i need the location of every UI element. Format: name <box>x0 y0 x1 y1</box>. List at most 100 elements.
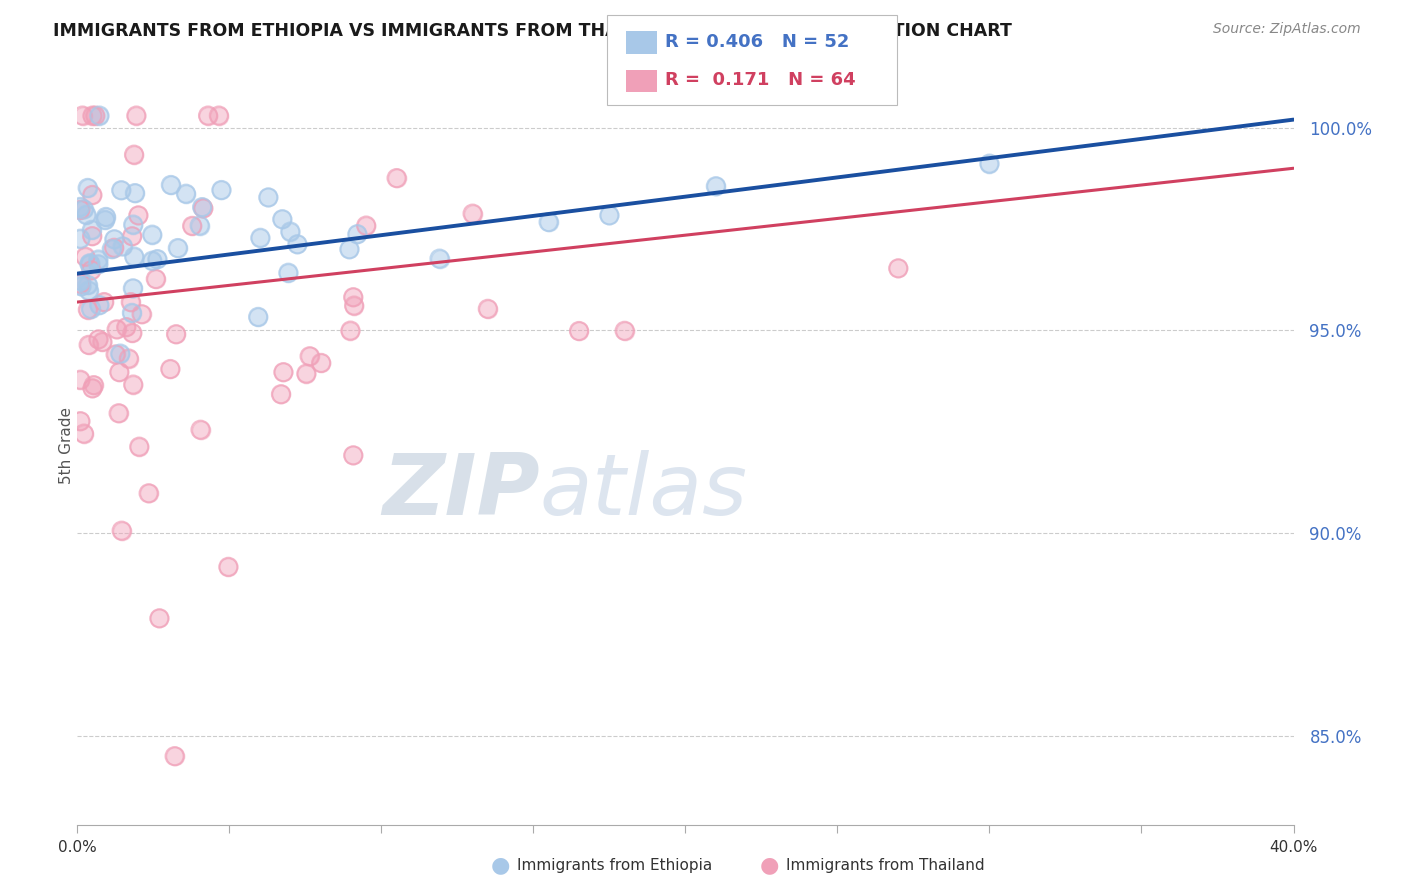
Point <box>124 186 146 200</box>
Point <box>105 322 128 336</box>
Text: ●: ● <box>491 855 510 875</box>
Point <box>69 200 91 214</box>
Point <box>148 611 170 625</box>
Point <box>598 208 620 222</box>
Point <box>100 242 122 256</box>
Point <box>280 225 302 239</box>
Point <box>273 365 295 379</box>
Point <box>249 231 271 245</box>
Point <box>122 147 145 161</box>
Point <box>77 284 100 298</box>
Point <box>270 387 292 401</box>
Point <box>163 749 186 764</box>
Point <box>87 252 110 267</box>
Point <box>77 338 100 352</box>
Point <box>87 332 110 346</box>
Point <box>704 179 727 194</box>
Point <box>110 183 132 197</box>
Point <box>94 210 117 224</box>
Point <box>76 277 98 292</box>
Point <box>121 281 143 295</box>
Point <box>69 414 91 428</box>
Text: atlas: atlas <box>540 450 748 533</box>
Point <box>93 295 115 310</box>
Point <box>141 227 163 242</box>
Point <box>277 266 299 280</box>
Point <box>217 559 239 574</box>
Point <box>174 186 197 201</box>
Point <box>122 377 145 392</box>
Point <box>131 307 153 321</box>
Point <box>69 200 91 214</box>
Point <box>249 231 271 245</box>
Point <box>87 257 110 271</box>
Point <box>75 250 97 264</box>
Point <box>70 274 93 288</box>
Point <box>346 227 368 242</box>
Point <box>287 237 309 252</box>
Text: IMMIGRANTS FROM ETHIOPIA VS IMMIGRANTS FROM THAILAND 5TH GRADE CORRELATION CHART: IMMIGRANTS FROM ETHIOPIA VS IMMIGRANTS F… <box>53 22 1012 40</box>
Point <box>111 524 134 538</box>
Point <box>80 223 103 237</box>
Point <box>103 232 125 246</box>
Point <box>568 324 591 338</box>
Point <box>76 181 98 195</box>
Point <box>70 279 93 293</box>
Point <box>339 324 361 338</box>
Point <box>145 272 167 286</box>
Text: Immigrants from Thailand: Immigrants from Thailand <box>786 858 984 872</box>
Point <box>75 208 97 222</box>
Point <box>342 290 364 304</box>
Point <box>343 299 366 313</box>
Text: Immigrants from Ethiopia: Immigrants from Ethiopia <box>517 858 713 872</box>
Text: R =  0.171   N = 64: R = 0.171 N = 64 <box>665 71 856 89</box>
Point <box>887 261 910 276</box>
Text: R = 0.406   N = 52: R = 0.406 N = 52 <box>665 33 849 51</box>
Point <box>103 241 125 255</box>
Point <box>82 229 104 244</box>
Point <box>72 109 94 123</box>
Point <box>141 227 163 242</box>
Point <box>159 362 181 376</box>
Point <box>270 387 292 401</box>
Point <box>69 232 91 246</box>
Point <box>211 183 233 197</box>
Point <box>138 486 160 500</box>
Point <box>69 373 91 387</box>
Point <box>75 250 97 264</box>
Point <box>166 241 188 255</box>
Point <box>82 229 104 244</box>
Point <box>72 109 94 123</box>
Point <box>89 109 111 123</box>
Point <box>339 242 361 256</box>
Point <box>191 200 214 214</box>
Point <box>280 225 302 239</box>
Point <box>83 378 105 392</box>
Point <box>77 284 100 298</box>
Point <box>82 188 104 202</box>
Point <box>295 367 318 381</box>
Point <box>309 356 332 370</box>
Point <box>537 215 560 229</box>
Point <box>75 208 97 222</box>
Point <box>76 302 98 317</box>
Point <box>84 109 107 123</box>
Point <box>110 346 132 360</box>
Point <box>247 310 270 324</box>
Point <box>107 406 129 420</box>
Text: Source: ZipAtlas.com: Source: ZipAtlas.com <box>1213 22 1361 37</box>
Point <box>166 241 188 255</box>
Point <box>141 253 163 268</box>
Point <box>79 256 101 270</box>
Point <box>69 232 91 246</box>
Point <box>211 183 233 197</box>
Point <box>111 239 134 253</box>
Point <box>257 190 280 204</box>
Point <box>343 299 366 313</box>
Point <box>208 109 231 123</box>
Point <box>145 272 167 286</box>
Point <box>104 347 127 361</box>
Point <box>79 257 101 271</box>
Point <box>115 320 138 334</box>
Point <box>91 334 114 349</box>
